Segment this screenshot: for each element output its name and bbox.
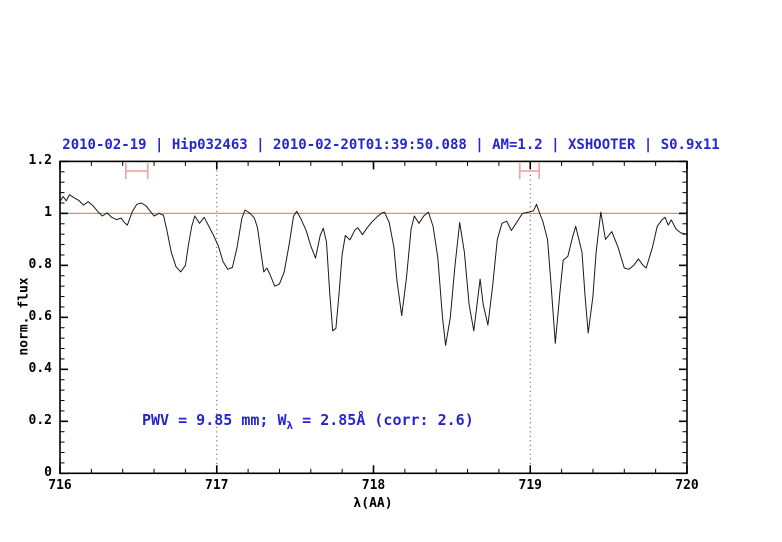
x-axis-label: λ(AA) [353, 496, 393, 511]
y-tick-label: 0.8 [28, 257, 52, 273]
x-tick-label: 717 [205, 478, 229, 493]
y-tick-label: 0.4 [28, 361, 52, 377]
y-tick-label: 0.2 [28, 413, 52, 429]
pwv-annotation-subscript: λ [286, 419, 294, 432]
y-tick-label: 1 [44, 205, 52, 221]
x-tick-label: 719 [518, 478, 542, 493]
y-tick-label: 1.2 [28, 153, 52, 169]
pwv-annotation-suffix: = 2.85Å (corr: 2.6) [293, 411, 474, 429]
y-tick-label: 0 [44, 465, 52, 481]
figure-title: 2010-02-19 | Hip032463 | 2010-02-20T01:3… [62, 137, 720, 153]
pwv-annotation-prefix: PWV = 9.85 mm; W [142, 411, 287, 429]
telluric-band-marker [518, 162, 541, 180]
x-tick-label: 716 [48, 478, 72, 493]
x-tick-label: 720 [675, 478, 699, 493]
y-tick-label: 0.6 [28, 309, 52, 325]
pwv-annotation: PWV = 9.85 mm; Wλ = 2.85Å (corr: 2.6) [142, 411, 474, 432]
telluric-band-marker [124, 162, 149, 180]
x-tick-label: 718 [361, 478, 386, 493]
spectrum-curve [59, 194, 688, 346]
